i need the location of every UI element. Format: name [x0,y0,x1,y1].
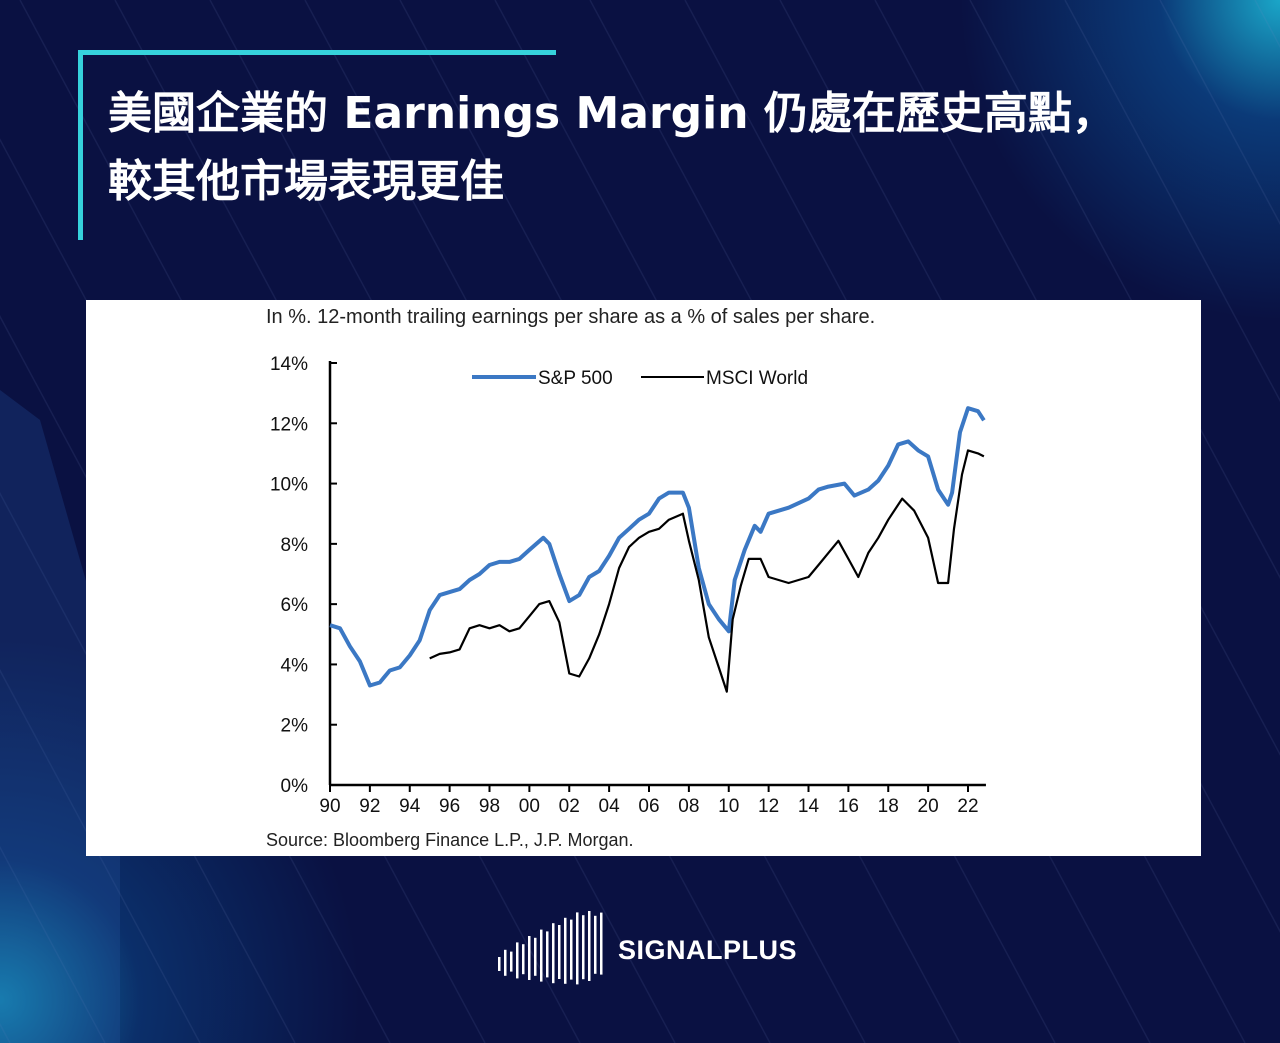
brand-name: SIGNALPLUS [618,934,798,965]
y-tick-label: 0% [281,776,309,797]
waveform-bar [564,917,567,984]
x-tick-label: 00 [519,796,540,817]
y-tick-label: 4% [281,655,309,676]
x-tick-label: 04 [599,796,621,817]
background-line [1064,0,1280,403]
chart-subtitle: In %. 12-month trailing earnings per sha… [266,306,875,328]
waveform-bar [528,936,531,980]
chart-panel: In %. 12-month trailing earnings per sha… [86,300,1201,856]
waveform-bar [600,912,603,975]
waveform-logo-icon [498,911,603,985]
chart-source: Source: Bloomberg Finance L.P., J.P. Mor… [266,830,634,850]
x-tick-label: 20 [918,796,939,817]
background-line [0,845,106,1043]
y-tick-label: 10% [270,475,308,496]
legend-label-sp500: S&P 500 [538,368,613,389]
title-accent-bar [78,50,556,55]
x-tick-label: 14 [798,796,820,817]
waveform-bar [534,937,537,976]
title-accent-bar-left [78,50,83,240]
x-tick-label: 02 [559,796,580,817]
x-tick-label: 12 [758,796,779,817]
background-line [0,491,296,1043]
waveform-bar [558,925,561,979]
waveform-bar [588,911,591,981]
y-tick-label: 6% [281,595,309,616]
x-tick-label: 90 [319,796,340,817]
x-tick-label: 98 [479,796,500,817]
title-line-2: 較其他市場表現更佳 [108,156,504,207]
x-tick-label: 22 [957,796,978,817]
title-line-1: 美國企業的 Earnings Margin 仍處在歷史高點， [108,88,1116,139]
y-tick-label: 8% [281,535,309,556]
legend-label-msci: MSCI World [706,368,808,389]
waveform-bar [504,949,507,976]
y-tick-label: 14% [270,354,308,375]
x-tick-label: 16 [838,796,859,817]
signalplus-logo: SIGNALPLUS [494,908,797,992]
msci-world-line [429,449,985,693]
x-tick-label: 94 [399,796,421,817]
chart-legend: S&P 500 MSCI World [472,368,808,389]
waveform-bar [546,931,549,978]
background-line [0,668,201,1043]
y-tick-label: 12% [270,414,308,435]
waveform-bar [576,912,579,985]
waveform-bar [570,919,573,980]
x-tick-label: 10 [718,796,739,817]
background-shape [0,390,120,1043]
x-tick-label: 08 [678,796,699,817]
background-line [969,0,1280,579]
page-title: 美國企業的 Earnings Margin 仍處在歷史高點， 較其他市場表現更佳 [108,80,1116,216]
waveform-bar [516,942,519,979]
waveform-bar [594,915,597,974]
waveform-bar [522,944,525,975]
waveform-bar [510,951,513,972]
sp500-line [329,406,986,688]
background-line [1159,0,1280,226]
x-tick-label: 96 [439,796,460,817]
x-tick-label: 92 [359,796,380,817]
x-tick-label: 18 [878,796,899,817]
waveform-bar [582,915,585,980]
waveform-bar [498,957,501,971]
waveform-bar [540,929,543,982]
waveform-bar [552,923,555,984]
y-tick-label: 2% [281,716,309,737]
background-line [1254,0,1280,49]
line-chart: In %. 12-month trailing earnings per sha… [266,306,986,850]
x-tick-label: 06 [638,796,659,817]
